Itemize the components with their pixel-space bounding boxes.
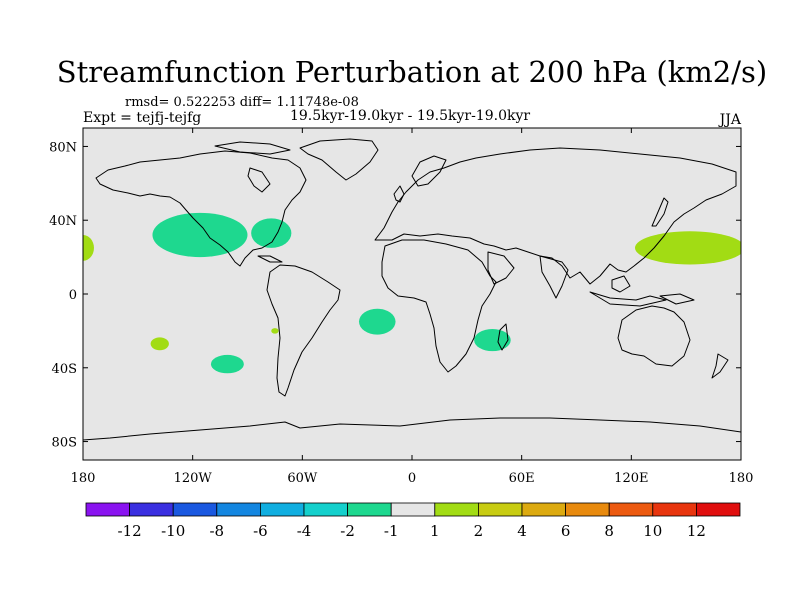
x-tick-label: 120W [174,471,213,486]
colorbar-label: 1 [430,522,440,540]
colorbar-swatch [477,502,523,517]
y-tick-label: 40S [52,362,77,377]
coast-scandinavia [411,155,447,187]
coast-africa [381,239,497,373]
north-atlantic-west-anomaly [251,218,292,248]
colorbar-swatch [347,502,392,517]
colorbar: -12 -10 -8 -6 -4 -2 -1 1 2 4 6 8 10 12 [85,502,741,540]
coast-india [539,255,569,299]
south-atlantic-anomaly [358,308,396,335]
experiment-label: Expt = tejfj-tejfg [83,110,201,126]
season-label: JJA [718,112,742,128]
colorbar-swatch [216,502,261,517]
colorbar-swatch [390,502,436,517]
coast-australia [617,305,691,367]
x-tick-label: 60W [287,471,318,486]
colorbar-label: 2 [474,522,484,540]
colorbar-swatch [565,502,610,517]
colorbar-swatch [652,502,697,517]
x-tick-label: 180 [729,471,754,486]
stats-label: rmsd= 0.522253 diff= 1.11748e-08 [125,95,359,110]
x-tick-label: 120E [614,471,648,486]
south-indian-anomaly [474,329,511,352]
coast-hudson-bay [247,167,271,193]
colorbar-label: -1 [384,522,399,540]
chile-small-anomaly [271,328,279,334]
coast-south-america [266,264,341,397]
west-pacific-anomaly [635,231,741,265]
colorbar-label: 12 [687,522,706,540]
x-tick-label: 0 [408,471,416,486]
y-axis: 80N 40N 0 40S 80S [49,140,741,451]
coast-borneo [611,275,631,293]
south-pacific-central-anomaly [150,337,169,351]
coastlines [83,138,741,441]
colorbar-swatch [85,502,130,517]
colorbar-label: -4 [297,522,312,540]
x-tick-label: 180 [71,471,96,486]
colorbar-label: -6 [253,522,268,540]
coast-arctic-islands [214,141,291,155]
coast-new-guinea [659,293,695,305]
colorbar-label: -10 [161,522,185,540]
colorbar-swatch [259,502,305,517]
north-pacific-east-anomaly [152,212,248,258]
colorbar-label: 4 [517,522,527,540]
colorbar-swatch [696,502,741,517]
map-background [83,128,741,460]
colorbar-swatch [303,502,348,517]
south-pacific-east-anomaly [210,354,244,374]
period-label: 19.5kyr-19.0kyr - 19.5kyr-19.0kyr [290,108,530,124]
colorbar-swatch [172,502,218,517]
y-tick-label: 40N [49,214,77,229]
x-axis: 180 120W 60W 0 60E 120E 180 [71,128,754,486]
colorbar-label: -8 [209,522,224,540]
colorbar-swatch [129,502,174,517]
central-pacific-west-anomaly [83,234,94,261]
colorbar-label: -12 [118,522,142,540]
coast-indonesia [589,291,667,307]
colorbar-swatch [521,502,566,517]
coast-cuba [257,255,283,263]
coast-madagascar [497,323,509,351]
colorbar-label: 8 [604,522,614,540]
colorbar-label: 6 [561,522,571,540]
coast-greenland [299,138,379,181]
coast-uk [393,185,405,203]
coast-north-america [95,150,307,267]
x-tick-label: 60E [509,471,535,486]
coast-japan [651,197,669,227]
y-tick-label: 80S [52,436,77,451]
colorbar-swatch [608,502,654,517]
y-tick-label: 80N [49,140,77,155]
coast-antarctica [83,417,741,441]
coast-europe-asia [374,147,737,285]
y-tick-label: 0 [69,288,77,303]
coast-arabia [487,251,515,285]
chart-title: Streamfunction Perturbation at 200 hPa (… [57,55,767,89]
colorbar-swatch [434,502,479,517]
colorbar-label: -2 [340,522,355,540]
coast-new-zealand [711,353,729,379]
colorbar-label: 10 [643,522,662,540]
